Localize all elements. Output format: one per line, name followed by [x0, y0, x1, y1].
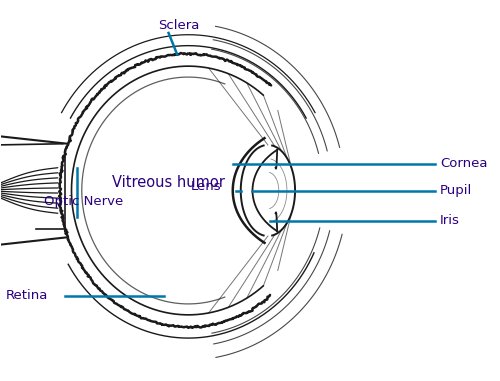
Text: Lens: Lens: [190, 180, 221, 193]
Text: Retina: Retina: [6, 289, 48, 302]
Text: Pupil: Pupil: [440, 184, 472, 197]
Text: Iris: Iris: [440, 215, 460, 227]
Text: Vitreous humor: Vitreous humor: [112, 175, 225, 190]
Text: Optic Nerve: Optic Nerve: [44, 195, 124, 208]
Text: Cornea: Cornea: [440, 157, 488, 170]
Text: Sclera: Sclera: [158, 19, 199, 32]
